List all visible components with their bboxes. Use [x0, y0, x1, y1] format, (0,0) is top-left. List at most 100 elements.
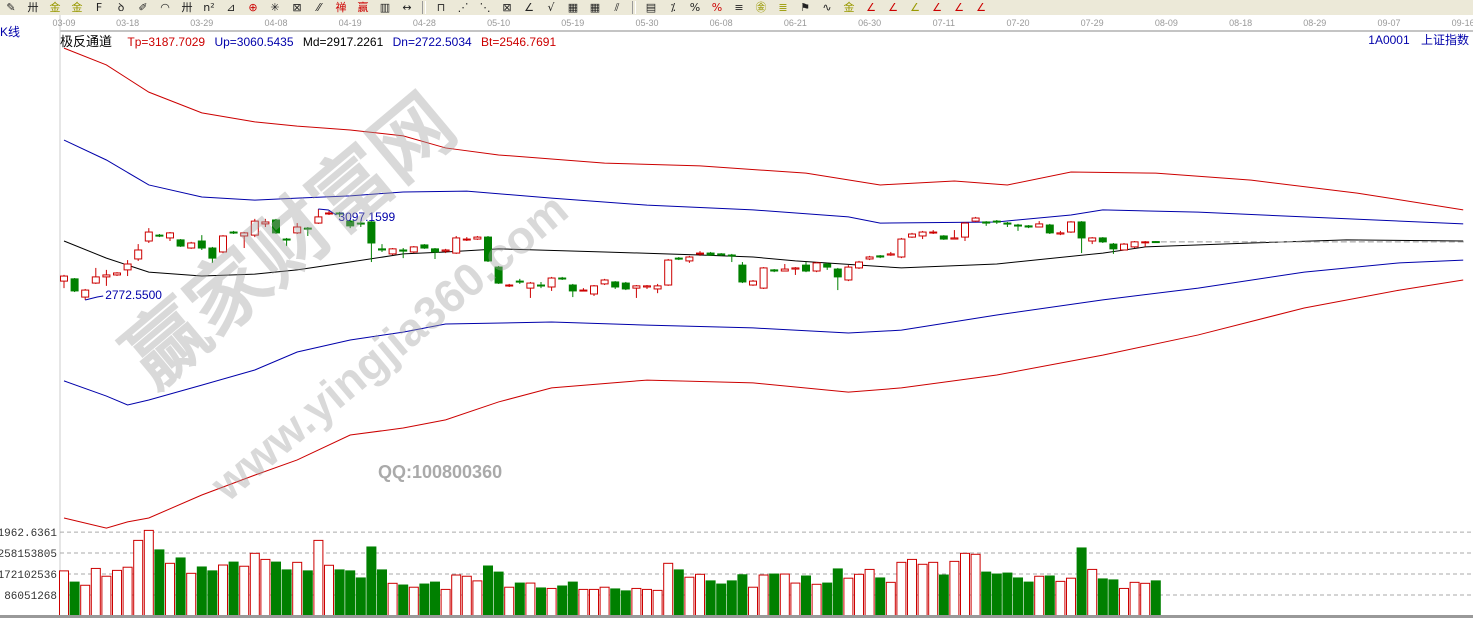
volume-bar: [207, 570, 218, 617]
period-label[interactable]: K线: [0, 25, 21, 39]
percent-red-icon[interactable]: %: [711, 1, 723, 14]
lines-icon[interactable]: 卅: [181, 1, 193, 14]
band-line-dn: [63, 259, 1464, 406]
horizontal-scrollbar[interactable]: [0, 615, 1473, 618]
gold-alt-icon[interactable]: 金: [71, 1, 83, 14]
box-line-icon[interactable]: ⊓: [436, 1, 446, 14]
volume-bar: [811, 583, 822, 617]
ruler-icon[interactable]: ▤: [645, 1, 657, 14]
candle-body: [706, 252, 715, 256]
candle-body: [611, 281, 620, 288]
f-line-icon[interactable]: ∠: [888, 1, 898, 14]
parallel-icon[interactable]: ⫽: [614, 1, 620, 14]
volume-bar: [1002, 572, 1013, 617]
pen-icon[interactable]: ✎: [6, 1, 16, 14]
cycle-icon[interactable]: ∿: [822, 1, 832, 14]
web-box-icon[interactable]: ⊠: [292, 1, 302, 14]
gann-box-icon[interactable]: ⊠: [502, 1, 512, 14]
web-icon[interactable]: ✳: [270, 1, 280, 14]
candle-body: [770, 269, 779, 272]
candle-body: [568, 284, 577, 292]
candle-body: [505, 284, 514, 287]
volume-bar: [504, 586, 515, 617]
band-line-md: [63, 239, 1464, 277]
volume-bar: [175, 557, 186, 617]
target-icon[interactable]: ⊕: [248, 1, 258, 14]
bt-value: Bt=2546.7691: [481, 35, 557, 49]
gold-icon[interactable]: 金: [49, 1, 61, 14]
candle-body: [1003, 222, 1012, 225]
gold-fan-icon[interactable]: ∠: [910, 1, 920, 14]
volume-bar: [461, 575, 472, 617]
volume-tick-label: 172102536: [0, 570, 57, 582]
candle-body: [1130, 241, 1139, 248]
grid-box-icon[interactable]: ▦: [567, 1, 579, 14]
candle-body: [600, 279, 609, 285]
volume-bar: [960, 552, 970, 617]
candle-body: [229, 231, 238, 234]
fan-icon[interactable]: ⊿: [226, 1, 236, 14]
candle-body: [537, 284, 545, 287]
brush-icon[interactable]: ✐: [138, 1, 148, 14]
candle-body: [526, 282, 535, 289]
angle-icon[interactable]: ⁄⁄: [317, 1, 321, 14]
flag-icon[interactable]: ⚑: [800, 1, 810, 14]
grid-box-alt-icon[interactable]: ▦: [589, 1, 601, 14]
gold-line-icon[interactable]: 金: [843, 1, 855, 14]
level-icon[interactable]: ≡: [734, 1, 744, 14]
candle-body: [664, 259, 673, 286]
percent-slash-icon[interactable]: ⁒: [670, 1, 676, 14]
candle-body: [155, 234, 164, 237]
candle-body: [60, 275, 68, 282]
low-leader-line: [85, 295, 104, 301]
square-icon[interactable]: n²: [203, 1, 215, 14]
volume-bar: [1140, 582, 1151, 617]
gold-level-icon[interactable]: ≣: [778, 1, 788, 14]
grid-icon[interactable]: 卅: [27, 1, 39, 14]
candle-body: [272, 219, 280, 234]
ying-icon[interactable]: 赢: [357, 1, 369, 14]
speed-line-icon[interactable]: ∠: [524, 1, 534, 14]
volume-bar: [642, 588, 652, 617]
volume-bar: [620, 590, 631, 617]
candle-body: [335, 212, 344, 215]
four-line-icon[interactable]: ∠: [976, 1, 986, 14]
gann-fan-alt-icon[interactable]: ⋱: [479, 1, 491, 14]
indicator-name[interactable]: 极反通道: [60, 34, 113, 49]
candle-body: [1088, 237, 1097, 242]
band-line-bt: [63, 279, 1464, 529]
measure-icon[interactable]: ↔: [402, 1, 412, 14]
volume-bar: [567, 581, 578, 617]
chan-icon[interactable]: 禅: [335, 1, 347, 14]
chan-line-icon[interactable]: ∠: [932, 1, 942, 14]
volume-bar: [239, 565, 250, 617]
candle-body: [166, 232, 174, 239]
volume-bar: [483, 565, 493, 617]
arc-icon[interactable]: ◠: [160, 1, 170, 14]
candle-body: [918, 231, 927, 237]
volume-bar: [1044, 575, 1055, 617]
gann-fan-icon[interactable]: ⋰: [457, 1, 469, 14]
dn-value: Dn=2722.5034: [392, 35, 472, 49]
candle-body: [282, 238, 291, 241]
gold-circle-icon[interactable]: ㊎: [755, 1, 767, 14]
candle-body: [399, 249, 408, 252]
candle-body: [833, 268, 842, 278]
volume-bar: [408, 586, 419, 617]
candle-body: [1077, 221, 1086, 239]
volume-bar: [705, 580, 716, 617]
wave-icon[interactable]: √: [547, 1, 555, 14]
ying-line-icon[interactable]: ∠: [954, 1, 964, 14]
fibonacci-icon[interactable]: F: [95, 1, 103, 14]
percent-icon[interactable]: %: [689, 1, 701, 14]
period-icon[interactable]: ▥: [379, 1, 391, 14]
candle-body: [325, 212, 333, 215]
candle-body: [208, 247, 217, 259]
spiral-icon[interactable]: ꝺ: [117, 1, 125, 14]
candle-body: [1120, 243, 1128, 251]
volume-bar: [875, 577, 886, 617]
j-line-icon[interactable]: ∠: [866, 1, 876, 14]
volume-bar: [334, 569, 345, 617]
candle-body: [961, 222, 969, 238]
